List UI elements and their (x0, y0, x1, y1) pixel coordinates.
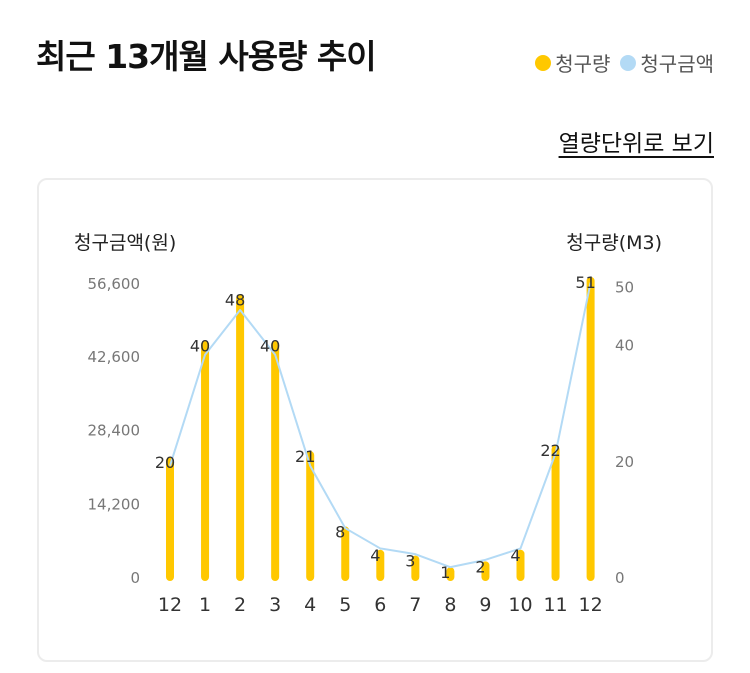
legend-dot-volume (535, 54, 552, 71)
data-label: 3 (405, 552, 415, 571)
data-label: 20 (155, 453, 175, 472)
data-label: 4 (510, 546, 520, 565)
x-tick: 11 (543, 594, 567, 616)
data-label: 48 (225, 290, 245, 309)
y-left-tick: 28,400 (88, 422, 141, 440)
x-tick: 2 (234, 594, 246, 616)
x-tick: 8 (444, 594, 456, 616)
x-tick: 5 (339, 594, 351, 616)
x-tick: 9 (479, 594, 491, 616)
y-right-tick: 40 (615, 337, 634, 355)
data-label: 40 (260, 337, 280, 356)
y-left-tick: 42,600 (88, 348, 141, 366)
data-label: 40 (190, 337, 210, 356)
x-tick: 7 (409, 594, 421, 616)
x-tick: 10 (508, 594, 532, 616)
data-label: 22 (540, 441, 560, 460)
chart-card (37, 178, 713, 662)
data-label: 4 (370, 546, 380, 565)
legend-item-volume: 청구량 (535, 48, 610, 77)
x-tick: 1 (199, 594, 211, 616)
chart-legend: 청구량 청구금액 (535, 48, 714, 77)
view-by-calorie-link[interactable]: 열량단위로 보기 (558, 131, 714, 157)
legend-dot-amount (620, 54, 637, 71)
data-label: 2 (475, 557, 485, 576)
x-tick: 3 (269, 594, 281, 616)
legend-label-amount: 청구금액 (640, 52, 714, 76)
x-tick: 12 (579, 594, 603, 616)
amount-line (169, 282, 592, 569)
legend-item-amount: 청구금액 (620, 48, 714, 77)
data-label: 21 (295, 447, 315, 466)
data-label: 8 (335, 523, 345, 542)
y-left-label: 청구금액(원) (74, 232, 176, 254)
legend-label-volume: 청구량 (555, 52, 611, 76)
y-right-tick: 0 (615, 569, 625, 587)
y-left-tick: 0 (130, 569, 140, 587)
data-label: 51 (575, 273, 595, 292)
y-right-tick: 50 (615, 279, 634, 297)
page-title: 최근 13개월 사용량 추이 (36, 37, 377, 76)
y-left-tick: 56,600 (88, 275, 141, 293)
y-right-tick: 20 (615, 453, 634, 471)
x-tick: 12 (158, 594, 182, 616)
y-left-tick: 14,200 (88, 495, 141, 513)
x-tick: 6 (374, 594, 386, 616)
y-right-label: 청구량(M3) (566, 232, 662, 254)
data-label: 1 (440, 563, 450, 582)
x-tick: 4 (304, 594, 316, 616)
